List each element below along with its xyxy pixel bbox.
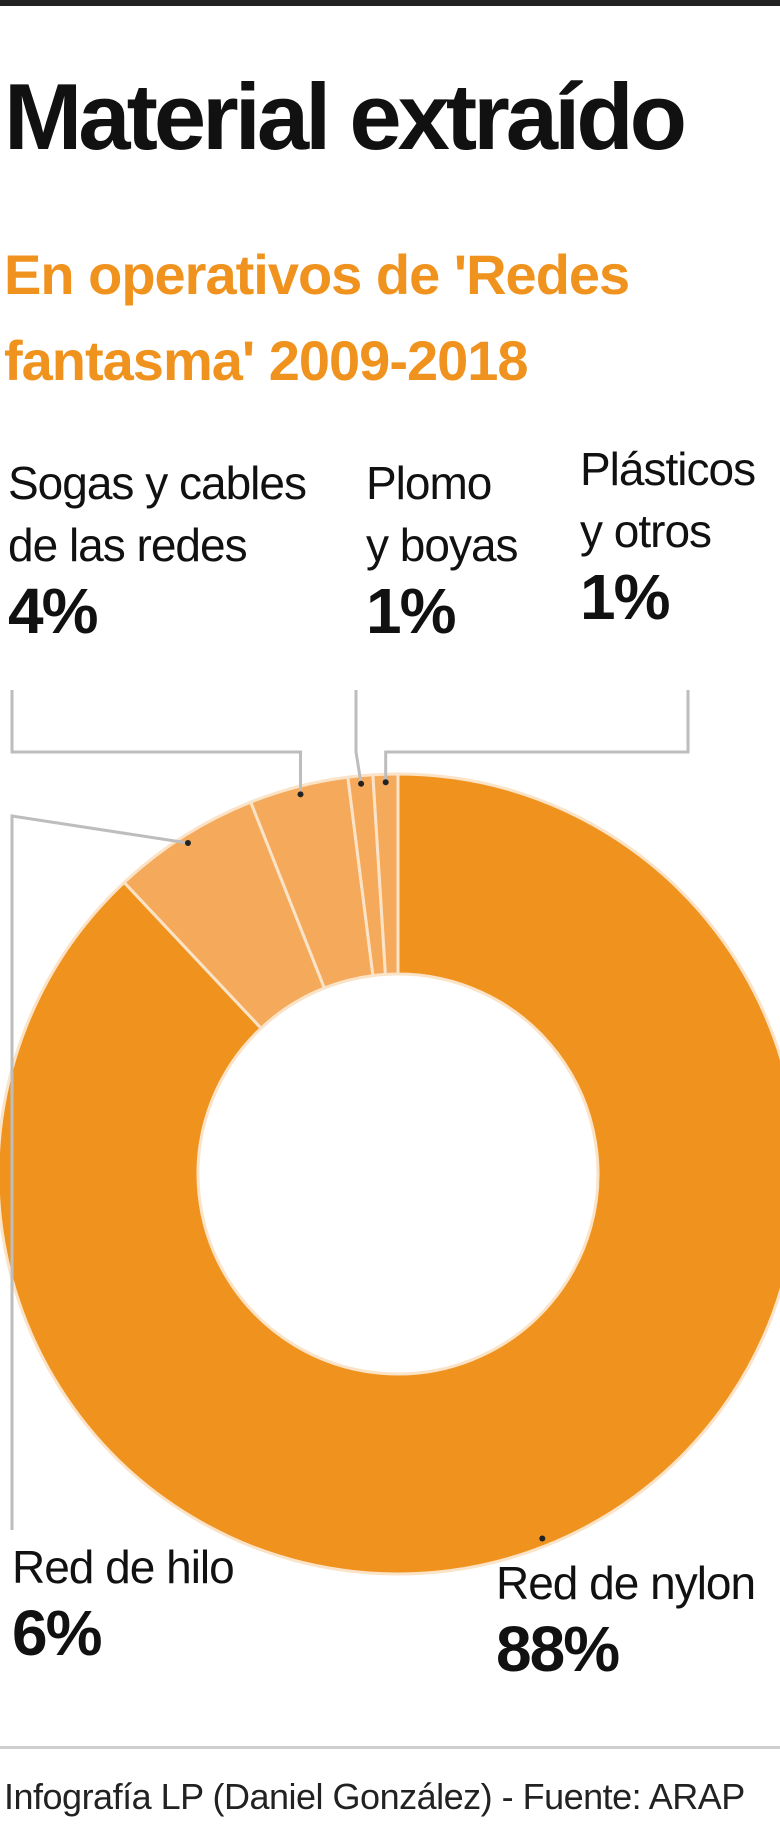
label-plasticos-pct: 1% <box>580 561 671 633</box>
leader-dot-sogas <box>297 791 304 798</box>
label-hilo-pct: 6% <box>12 1597 102 1669</box>
label-plasticos-name-2: y otros <box>580 505 712 557</box>
label-plomo-name-2: y boyas <box>366 519 519 571</box>
slice-plasticos-y-otros <box>371 772 400 976</box>
chart-subtitle: En operativos de 'Redes fantasma' 2009-2… <box>4 243 630 392</box>
label-sogas: Sogas y cables de las redes 4% <box>8 452 307 647</box>
label-plomo: Plomo y boyas 1% <box>366 452 519 647</box>
label-sogas-pct: 4% <box>8 575 98 647</box>
chart-title: Material extraído <box>4 64 687 169</box>
label-hilo: Red de hilo 6% <box>12 1536 235 1669</box>
leader-dot-hilo <box>184 840 191 847</box>
slice-red-de-nylon <box>0 772 780 1576</box>
label-nylon-name: Red de nylon <box>496 1557 756 1609</box>
leader-dot-plasticos <box>382 779 389 786</box>
label-nylon-pct: 88% <box>496 1613 620 1685</box>
top-rule <box>0 0 780 6</box>
leader-dot-nylon <box>539 1535 546 1542</box>
label-plasticos: Plásticos y otros 1% <box>580 438 756 633</box>
label-plomo-name-1: Plomo <box>366 457 492 509</box>
credit-line: Infografía LP (Daniel González) - Fuente… <box>4 1776 745 1817</box>
label-nylon: Red de nylon 88% <box>496 1552 756 1685</box>
leader-dot-plomo <box>358 780 365 787</box>
label-plasticos-name-1: Plásticos <box>580 443 756 495</box>
label-sogas-name-1: Sogas y cables <box>8 457 307 509</box>
label-hilo-name: Red de hilo <box>12 1541 235 1593</box>
label-plomo-pct: 1% <box>366 575 456 647</box>
leader-line-sogas <box>10 690 303 795</box>
bottom-rule <box>0 1746 780 1749</box>
leader-line-hilo <box>10 814 189 1530</box>
leader-line-plomo <box>354 690 363 784</box>
leader-line-plasticos <box>384 690 690 783</box>
label-sogas-name-2: de las redes <box>8 519 248 571</box>
